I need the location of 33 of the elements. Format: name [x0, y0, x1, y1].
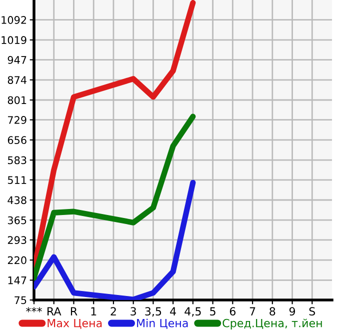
x-tick-label: 3,5 [145, 307, 162, 317]
y-tick-label: 220 [8, 256, 26, 264]
x-tick-label: 1 [91, 307, 96, 316]
y-tick-label: 293 [8, 236, 26, 244]
y-tick-label: 438 [8, 196, 26, 204]
y-tick-label: 947 [8, 56, 26, 64]
legend-label: Max Цена [48, 319, 102, 329]
y-tick-label: 801 [8, 96, 26, 104]
x-tick-label: *** [26, 307, 42, 312]
x-tick-label: 6 [230, 307, 236, 316]
y-tick-label: 1019 [2, 36, 26, 44]
y-tick-label: 511 [8, 176, 26, 184]
x-tick-label: 5 [210, 307, 216, 316]
x-tick-label: 8 [270, 307, 276, 316]
y-tick-label: 656 [8, 136, 26, 144]
x-tick-label: 4 [170, 307, 176, 316]
y-tick-label: 1092 [2, 16, 26, 24]
y-tick-label: 75 [14, 296, 26, 304]
y-tick-label: 147 [8, 276, 26, 284]
y-tick-label: 583 [8, 156, 26, 164]
x-tick-label: R [70, 307, 78, 316]
legend-label: Min Цена [137, 318, 188, 329]
x-tick-label: 9 [289, 307, 296, 316]
x-tick-label: 4,5 [184, 307, 201, 317]
y-tick-label: 729 [8, 116, 26, 124]
y-tick-label: 874 [8, 76, 26, 84]
x-tick-label: S [309, 307, 316, 316]
x-tick-label: 7 [250, 307, 256, 316]
legend-label: Сред.Цена, т.йен [222, 318, 322, 330]
x-tick-label: RA [48, 307, 62, 316]
x-tick-label: 3 [130, 307, 136, 316]
y-tick-label: 365 [8, 216, 26, 224]
x-tick-label: 2 [110, 307, 116, 316]
